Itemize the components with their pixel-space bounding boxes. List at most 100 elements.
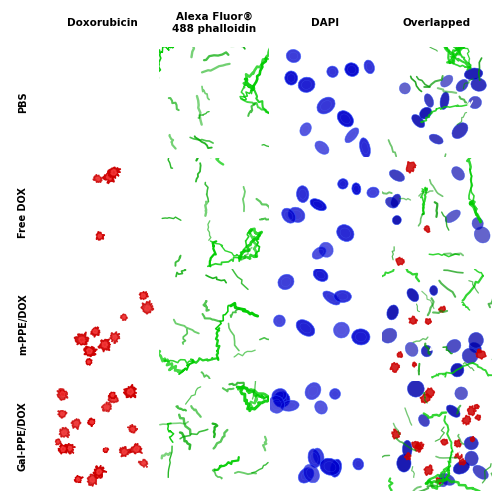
Polygon shape bbox=[130, 427, 135, 431]
Ellipse shape bbox=[447, 339, 461, 352]
Ellipse shape bbox=[308, 449, 321, 468]
Ellipse shape bbox=[439, 477, 448, 487]
Ellipse shape bbox=[337, 111, 354, 127]
Polygon shape bbox=[79, 337, 85, 344]
Ellipse shape bbox=[473, 465, 489, 479]
Polygon shape bbox=[392, 429, 400, 439]
Ellipse shape bbox=[282, 208, 296, 223]
Polygon shape bbox=[141, 293, 145, 298]
Ellipse shape bbox=[445, 210, 460, 223]
Polygon shape bbox=[96, 177, 100, 181]
Polygon shape bbox=[424, 226, 430, 232]
Polygon shape bbox=[102, 402, 112, 412]
Polygon shape bbox=[96, 232, 105, 240]
Ellipse shape bbox=[313, 269, 328, 282]
Polygon shape bbox=[139, 459, 148, 467]
Polygon shape bbox=[57, 441, 59, 443]
Ellipse shape bbox=[441, 75, 453, 87]
Ellipse shape bbox=[300, 123, 311, 136]
Ellipse shape bbox=[397, 455, 411, 472]
Polygon shape bbox=[75, 475, 83, 483]
Ellipse shape bbox=[399, 83, 411, 94]
Polygon shape bbox=[415, 445, 422, 452]
Polygon shape bbox=[103, 171, 115, 183]
Ellipse shape bbox=[452, 167, 464, 180]
Ellipse shape bbox=[421, 345, 432, 357]
Polygon shape bbox=[104, 405, 109, 410]
Ellipse shape bbox=[464, 437, 478, 450]
Ellipse shape bbox=[352, 329, 370, 345]
Polygon shape bbox=[467, 406, 476, 416]
Polygon shape bbox=[145, 305, 151, 311]
Ellipse shape bbox=[319, 242, 333, 257]
Ellipse shape bbox=[312, 247, 326, 259]
Polygon shape bbox=[57, 389, 68, 400]
Ellipse shape bbox=[462, 348, 478, 363]
Ellipse shape bbox=[440, 92, 449, 109]
Polygon shape bbox=[61, 430, 67, 435]
Ellipse shape bbox=[269, 396, 285, 413]
Polygon shape bbox=[142, 461, 146, 465]
Ellipse shape bbox=[469, 96, 482, 108]
Polygon shape bbox=[111, 393, 114, 397]
Ellipse shape bbox=[285, 71, 297, 85]
Ellipse shape bbox=[352, 183, 361, 195]
Polygon shape bbox=[412, 442, 418, 448]
Polygon shape bbox=[474, 405, 480, 409]
Polygon shape bbox=[93, 175, 102, 182]
Polygon shape bbox=[95, 472, 103, 478]
Polygon shape bbox=[439, 306, 445, 312]
Polygon shape bbox=[98, 234, 102, 238]
Polygon shape bbox=[60, 390, 66, 396]
Polygon shape bbox=[98, 339, 111, 352]
Ellipse shape bbox=[315, 401, 328, 414]
Polygon shape bbox=[74, 422, 79, 426]
Polygon shape bbox=[409, 317, 417, 324]
Polygon shape bbox=[412, 362, 416, 367]
Polygon shape bbox=[86, 358, 92, 365]
Ellipse shape bbox=[303, 464, 320, 483]
Polygon shape bbox=[134, 446, 139, 452]
Ellipse shape bbox=[430, 285, 438, 295]
Polygon shape bbox=[105, 449, 107, 451]
Ellipse shape bbox=[465, 451, 478, 466]
Text: PBS: PBS bbox=[18, 91, 28, 112]
Ellipse shape bbox=[452, 123, 468, 139]
Ellipse shape bbox=[334, 290, 351, 302]
Text: Free DOX: Free DOX bbox=[18, 188, 28, 239]
Polygon shape bbox=[88, 418, 95, 426]
Polygon shape bbox=[97, 469, 102, 474]
Ellipse shape bbox=[364, 60, 374, 73]
Polygon shape bbox=[97, 473, 101, 477]
Polygon shape bbox=[60, 412, 65, 416]
Polygon shape bbox=[55, 439, 61, 445]
Polygon shape bbox=[139, 291, 148, 299]
Polygon shape bbox=[441, 439, 448, 445]
Ellipse shape bbox=[345, 63, 359, 76]
Polygon shape bbox=[87, 360, 90, 363]
Text: m-PPE/DOX: m-PPE/DOX bbox=[18, 293, 28, 355]
Polygon shape bbox=[459, 458, 466, 465]
Polygon shape bbox=[58, 443, 68, 454]
Polygon shape bbox=[390, 362, 400, 372]
Polygon shape bbox=[107, 174, 113, 179]
Ellipse shape bbox=[296, 319, 315, 336]
Polygon shape bbox=[425, 318, 432, 324]
Polygon shape bbox=[425, 388, 435, 398]
Polygon shape bbox=[130, 444, 142, 454]
Ellipse shape bbox=[287, 49, 301, 63]
Polygon shape bbox=[127, 424, 138, 433]
Polygon shape bbox=[111, 396, 116, 401]
Polygon shape bbox=[123, 316, 125, 319]
Polygon shape bbox=[102, 342, 108, 348]
Polygon shape bbox=[108, 167, 121, 179]
Polygon shape bbox=[84, 346, 97, 356]
Polygon shape bbox=[59, 427, 70, 438]
Text: DAPI: DAPI bbox=[311, 18, 339, 28]
Polygon shape bbox=[103, 448, 109, 453]
Polygon shape bbox=[81, 340, 84, 343]
Ellipse shape bbox=[305, 383, 321, 399]
Polygon shape bbox=[475, 415, 481, 420]
Ellipse shape bbox=[385, 197, 398, 208]
Polygon shape bbox=[80, 338, 86, 345]
